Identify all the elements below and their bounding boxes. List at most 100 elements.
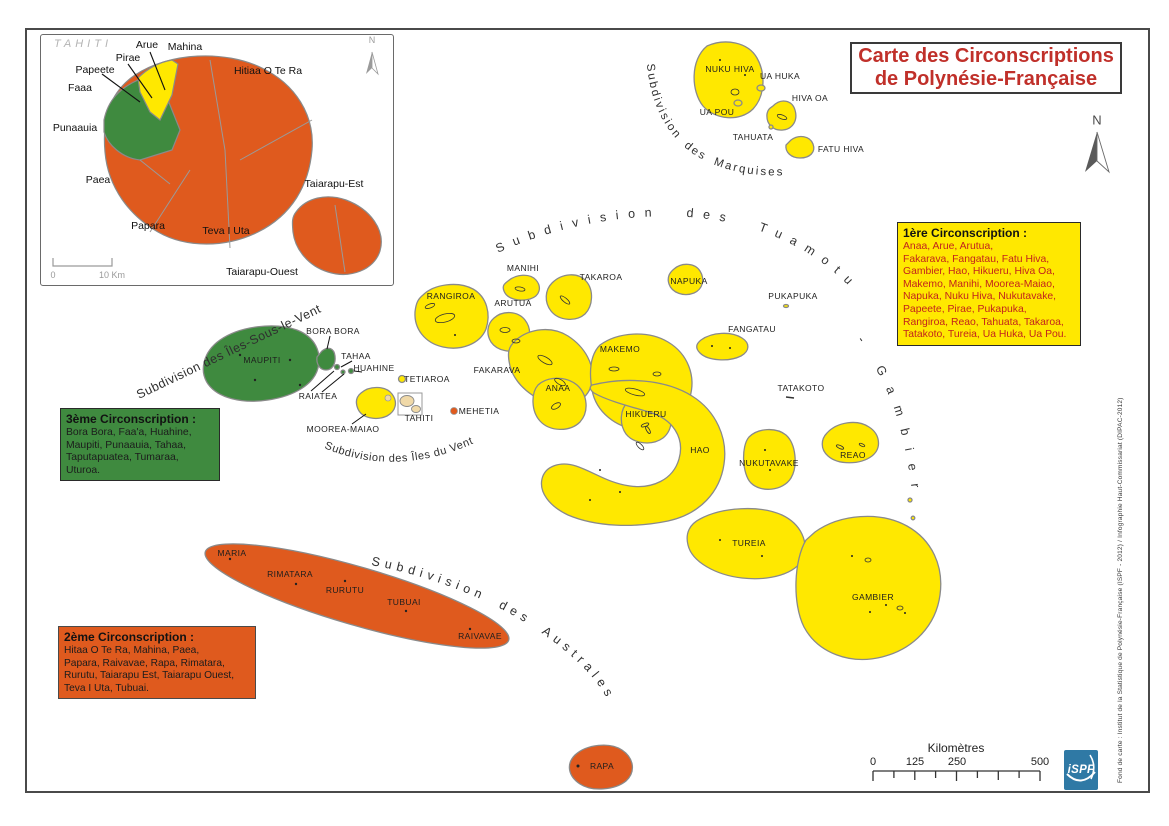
society-islands-shapes — [202, 325, 355, 402]
inset-scale-start: 0 — [50, 270, 56, 280]
island-shape-napuka — [667, 263, 704, 296]
commune-boundaries — [139, 59, 346, 273]
island-label-arutua: ARUTUA — [494, 298, 532, 308]
legend-third-title: 3ème Circonscription : — [66, 412, 197, 426]
legend-third-circonscription: 3ème Circonscription : Bora Bora, Faa'a,… — [60, 408, 220, 482]
island-shape-ua-huka — [756, 84, 766, 92]
island-label-makemo: MAKEMO — [599, 344, 641, 354]
island-label-rapa: RAPA — [589, 761, 615, 771]
legend-third-body: Bora Bora, Faa'a, Huahine, Maupiti, Puna… — [66, 427, 192, 476]
ispf-logo-text: iSPF — [1067, 764, 1095, 776]
australes-islands-shapes — [204, 543, 633, 790]
island-shape-nuku-hiva — [693, 41, 764, 119]
scalebar-tick-500: 500 — [1030, 756, 1050, 768]
commune-label-punaauia: Punaauia — [52, 122, 98, 134]
island-label-ua-huka: UA HUKA — [759, 71, 801, 81]
island-label-raivavae: RAIVAVAE — [458, 631, 502, 641]
island-shape-hiva-oa — [766, 100, 797, 131]
commune-label-paea: Paea — [85, 174, 111, 186]
island-label-hikueru: HIKUERU — [625, 409, 667, 419]
island-label-pukapuka: PUKAPUKA — [768, 291, 818, 301]
compass-north-icon — [1085, 131, 1110, 174]
subdivision-iles-du-vent-label: Subdivision des Îles du Vent — [323, 435, 475, 465]
commune-label-papeete: Papeete — [75, 64, 115, 76]
scalebar-tick-0: 0 — [869, 756, 877, 768]
island-shape-rangiroa — [414, 283, 489, 349]
island-shape-manihi — [502, 274, 541, 301]
island-label-tubuai: TUBUAI — [387, 597, 421, 607]
island-label-manihi: MANIHI — [506, 263, 540, 273]
legend-first-circonscription: 1ère Circonscription : Anaa, Arue, Arutu… — [897, 222, 1081, 346]
map-title-box: Carte des Circonscriptions de Polynésie-… — [850, 42, 1122, 94]
scalebar — [872, 770, 1041, 781]
commune-label-teva-i-uta: Teva I Uta — [202, 225, 250, 237]
legend-first-body: Anaa, Arue, Arutua, Fakarava, Fangatau, … — [903, 241, 1067, 341]
commune-label-taiarapu-est: Taiarapu-Est — [304, 178, 364, 190]
island-label-hao: HAO — [690, 445, 710, 455]
island-shape-takaroa — [545, 274, 593, 320]
scalebar-tick-125: 125 — [905, 756, 925, 768]
island-label-nuku-hiva: NUKU HIVA — [705, 64, 755, 74]
island-label-tatakoto: TATAKOTO — [777, 383, 825, 393]
commune-label-pirae: Pirae — [115, 52, 141, 64]
island-shape-bora-bora — [316, 347, 336, 371]
inset-leader-lines — [101, 51, 166, 103]
island-label-ua-pou: UA POU — [699, 107, 735, 117]
island-label-maria: MARIA — [217, 548, 247, 558]
island-shape-rapa — [568, 744, 633, 790]
island-shape-mehetia — [450, 407, 458, 415]
island-shape-tahaa — [333, 363, 341, 371]
leader-lines — [310, 335, 367, 425]
island-label-hiva-oa: HIVA OA — [791, 93, 829, 103]
island-label-moorea-maiao: MOOREA-MAIAO — [306, 424, 380, 434]
island-label-tahuata: TAHUATA — [732, 132, 774, 142]
tahiti-inset-artwork — [52, 51, 382, 275]
inset-region-label: TAHITI — [54, 38, 113, 50]
legend-second-title: 2ème Circonscription : — [64, 630, 195, 644]
island-shape-hao — [540, 379, 726, 526]
inset-scalebar — [52, 258, 113, 267]
scalebar-tick-250: 250 — [947, 756, 967, 768]
compass-north-label: N — [1092, 112, 1102, 128]
island-shape-tureia — [686, 507, 806, 580]
commune-label-hitiaa-o-te-ra: Hitiaa O Te Ra — [233, 65, 303, 77]
subdivision-gambier-label: - Gambier — [855, 334, 924, 502]
inset-north-label: N — [368, 35, 376, 45]
island-label-huahine: HUAHINE — [353, 363, 395, 373]
legend-first-title: 1ère Circonscription : — [903, 226, 1028, 240]
map-title-line2: de Polynésie-Française — [874, 68, 1098, 90]
atoll-details — [228, 59, 906, 768]
island-shape-huahine — [347, 367, 355, 375]
island-label-tetiaroa: TETIAROA — [404, 374, 450, 384]
island-shape-ua-pou — [733, 99, 743, 107]
island-shape-reao — [821, 421, 880, 464]
legend-second-circonscription: 2ème Circonscription : Hitaa O Te Ra, Ma… — [58, 626, 256, 700]
island-label-fatu-hiva: FATU HIVA — [817, 144, 865, 154]
credits-text: Fond de carte : Institut de la Statistiq… — [1117, 397, 1124, 783]
island-shape-fangatau — [696, 332, 749, 361]
island-shape-fatu-hiva — [785, 135, 815, 159]
island-label-fakarava: FAKARAVA — [473, 365, 521, 375]
windward-islands-shapes — [355, 386, 458, 420]
inset-compass-icon — [366, 51, 379, 76]
island-label-reao: REAO — [840, 450, 866, 460]
island-shape-gambier — [795, 515, 942, 661]
island-label-anaa: ANAA — [545, 383, 571, 393]
ispf-logo: iSPF — [1064, 750, 1098, 790]
island-label-gambier: GAMBIER — [851, 592, 895, 602]
island-label-bora-bora: BORA BORA — [306, 326, 360, 336]
inset-scale-end: 10 Km — [98, 270, 126, 280]
island-label-rangiroa: RANGIROA — [426, 291, 476, 301]
island-label-maupiti: MAUPITI — [243, 355, 281, 365]
island-shape-anaa — [532, 377, 587, 431]
island-shape-nukutavake — [742, 428, 796, 490]
island-label-fangatau: FANGATAU — [728, 324, 776, 334]
island-label-napuka: NAPUKA — [670, 276, 708, 286]
island-label-rimatara: RIMATARA — [267, 569, 313, 579]
island-label-mehetia: MEHETIA — [458, 406, 500, 416]
tahiti-iti-shape — [291, 196, 382, 275]
yellow-communes-shape — [137, 59, 179, 121]
island-label-takaroa: TAKAROA — [579, 272, 623, 282]
